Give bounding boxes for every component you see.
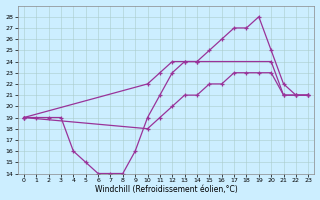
X-axis label: Windchill (Refroidissement éolien,°C): Windchill (Refroidissement éolien,°C) [95, 185, 237, 194]
